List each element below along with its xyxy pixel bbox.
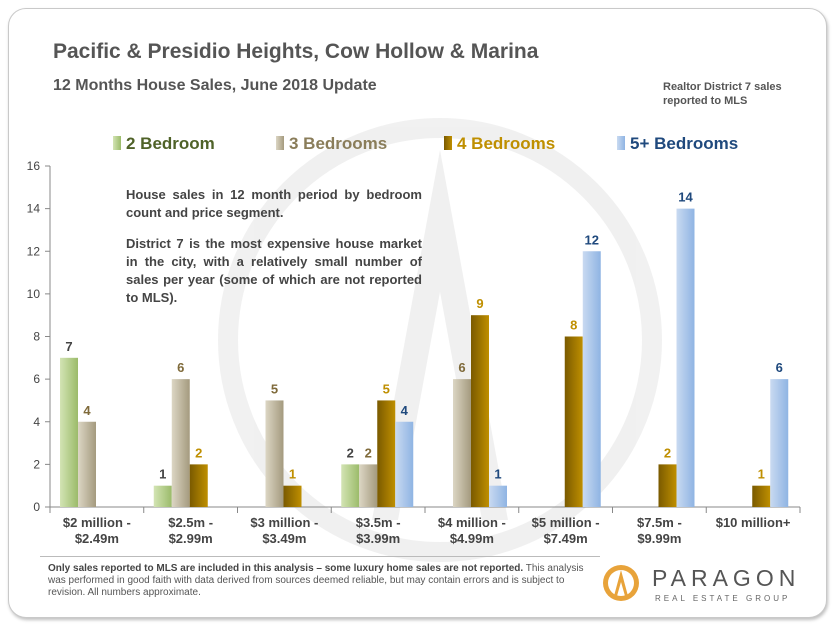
chart-subtitle: 12 Months House Sales, June 2018 Update [53,77,377,94]
bar-4-bedrooms [283,485,302,507]
source-line-1: Realtor District 7 sales [663,81,782,93]
y-tick-label: 14 [27,202,41,216]
y-tick-label: 2 [33,457,40,471]
logo-subtitle: REAL ESTATE GROUP [655,594,791,603]
data-label: 1 [159,467,166,482]
data-label: 4 [401,403,409,418]
x-tick-label: $7.49m [544,531,588,546]
legend-swatch [276,136,284,150]
legend-swatch [444,136,452,150]
data-label: 14 [678,190,693,205]
source-line-2: reported to MLS [663,95,748,107]
bar-3-bedrooms [265,400,284,507]
footer-divider [40,556,600,557]
bar-5-bedrooms [395,421,414,507]
legend-swatch [617,136,625,150]
bar-3-bedrooms [78,421,96,507]
x-tick-label: $4.99m [450,531,494,546]
data-label: 1 [289,467,296,482]
bar-2-bedroom [153,485,172,507]
bar-4-bedrooms [189,464,208,507]
data-label: 7 [65,339,72,354]
data-label: 8 [570,318,577,333]
chart-annotation: House sales in 12 month period by bedroo… [126,186,422,320]
chart-title: Pacific & Presidio Heights, Cow Hollow &… [53,40,539,63]
bar-5-bedrooms [489,485,507,507]
x-tick-label: $5 million - [532,515,600,530]
x-tick-label: $2 million - [63,515,131,530]
bar-3-bedrooms [453,379,471,507]
paragon-logo-icon [603,565,639,601]
data-label: 9 [476,296,483,311]
x-tick-label: $3 million - [250,515,318,530]
source-note: Realtor District 7 sales reported to MLS [663,80,813,108]
data-label: 2 [664,445,671,460]
y-tick-label: 12 [27,244,41,258]
x-tick-label: $7.5m - [637,515,682,530]
y-tick-label: 0 [33,500,40,514]
x-tick-label: $3.49m [262,531,306,546]
footer-bold: Only sales reported to MLS are included … [48,563,524,574]
x-tick-label: $2.5m - [168,515,213,530]
data-label: 5 [383,381,390,396]
data-label: 1 [758,467,765,482]
bar-2-bedroom [60,357,78,507]
y-tick-label: 6 [33,372,40,386]
data-label: 1 [494,467,501,482]
data-label: 2 [195,445,202,460]
data-label: 4 [83,403,91,418]
data-label: 5 [271,381,278,396]
legend-swatch [113,136,121,150]
legend-label: 2 Bedroom [126,134,215,153]
y-tick-label: 4 [33,415,40,429]
data-label: 12 [585,232,599,247]
bar-4-bedrooms [564,336,583,507]
data-label: 6 [776,360,783,375]
bar-3-bedrooms [171,379,190,507]
x-tick-label: $10 million+ [716,515,791,530]
bar-3-bedrooms [359,464,378,507]
x-tick-label: $2.99m [169,531,213,546]
data-label: 6 [177,360,184,375]
x-tick-label: $3.5m - [356,515,401,530]
data-label: 2 [365,445,372,460]
bar-5-bedrooms [770,379,789,507]
data-label: 6 [458,360,465,375]
annotation-paragraph-2: District 7 is the most expensive house m… [126,236,422,305]
x-tick-label: $4 million - [438,515,506,530]
bar-5-bedrooms [676,208,695,507]
bar-4-bedrooms [471,315,489,507]
y-tick-label: 10 [27,287,41,301]
bar-4-bedrooms [752,485,771,507]
legend-label: 3 Bedrooms [289,134,387,153]
bar-2-bedroom [341,464,360,507]
bar-5-bedrooms [582,251,601,507]
y-tick-label: 8 [33,330,40,344]
x-tick-label: $3.99m [356,531,400,546]
annotation-paragraph-1: House sales in 12 month period by bedroo… [126,187,422,220]
footer-rest: This analysis was performed in good fait… [48,563,584,598]
x-tick-label: $9.99m [637,531,681,546]
footer-disclaimer: Only sales reported to MLS are included … [48,563,596,599]
bar-4-bedrooms [377,400,396,507]
x-tick-label: $2.49m [75,531,119,546]
legend-label: 5+ Bedrooms [630,134,738,153]
data-label: 2 [347,445,354,460]
logo-name: PARAGON [652,565,801,591]
y-tick-label: 16 [27,159,41,173]
bar-4-bedrooms [658,464,677,507]
legend-label: 4 Bedrooms [457,134,555,153]
